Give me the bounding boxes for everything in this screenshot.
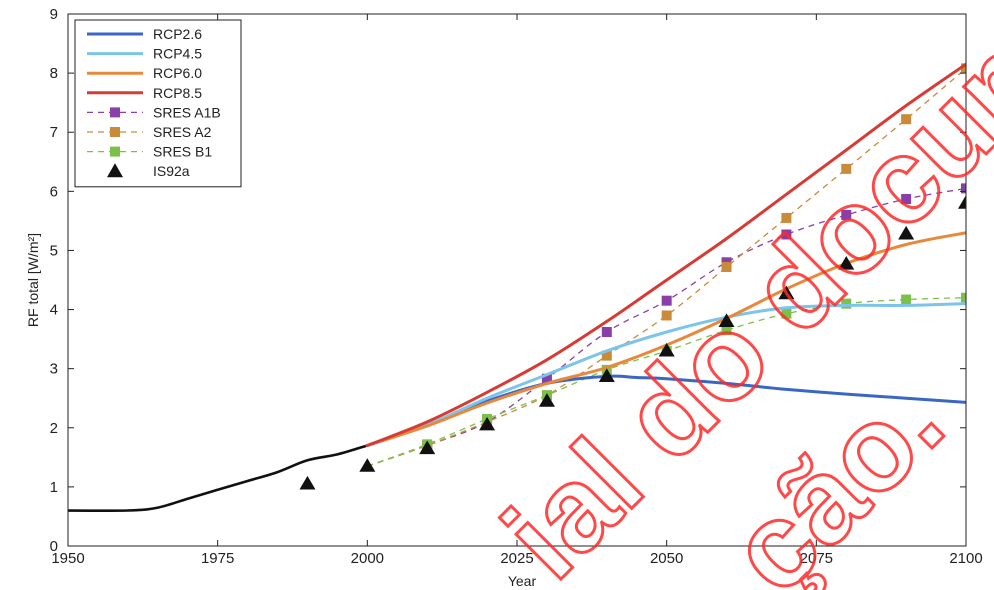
legend-item-rcp6-0: RCP6.0 — [87, 65, 202, 81]
series-line — [365, 302, 966, 447]
axis-ticks: 1950 1975 2000 2025 2050 2075 2100 0 1 2 3 4 5 6 7 8 9 — [50, 6, 983, 567]
series-is92a — [299, 195, 966, 490]
series-line — [367, 67, 966, 467]
y-tick-label: 8 — [50, 65, 58, 82]
data-point — [838, 256, 855, 270]
data-point — [901, 114, 912, 125]
legend-label: RCP2.6 — [153, 26, 202, 42]
legend-item-rcp2-6: RCP2.6 — [87, 26, 202, 42]
legend-item-sres-b1: SRES B1 — [87, 144, 212, 160]
x-axis-label: Year — [508, 573, 537, 589]
series-historical — [68, 444, 369, 513]
data-point — [901, 194, 912, 205]
data-point — [718, 313, 735, 327]
legend-label: SRES A2 — [153, 124, 212, 140]
legend-item-rcp8-5: RCP8.5 — [87, 85, 202, 101]
data-point — [661, 295, 672, 306]
legend-item-rcp4-5: RCP4.5 — [87, 46, 202, 62]
legend-marker — [110, 127, 120, 137]
series-rcp2-6 — [365, 374, 966, 447]
data-point — [721, 261, 732, 272]
data-point — [961, 292, 966, 303]
data-point — [781, 308, 792, 319]
data-point — [598, 368, 615, 382]
series-line — [365, 62, 966, 447]
legend-label: RCP6.0 — [153, 65, 202, 81]
series-rcp4-5 — [365, 302, 966, 447]
data-point — [958, 195, 966, 209]
y-tick-label: 5 — [50, 242, 58, 259]
data-point — [419, 440, 436, 455]
x-tick-label: 2025 — [500, 550, 533, 567]
data-point — [841, 209, 852, 220]
data-point — [781, 212, 792, 223]
y-tick-label: 4 — [50, 302, 58, 319]
data-point — [601, 327, 612, 338]
legend: RCP2.6 RCP4.5 RCP6.0 RCP8.5 SRES A1B SRES A2 S… — [74, 19, 242, 188]
data-point — [721, 325, 732, 336]
legend-label: RCP4.5 — [153, 46, 202, 62]
series-line — [367, 297, 966, 467]
data-point — [961, 183, 966, 194]
legend-marker — [110, 107, 120, 118]
legend-label: RCP8.5 — [153, 85, 202, 101]
y-tick-label: 1 — [50, 479, 58, 496]
y-tick-label: 7 — [50, 124, 58, 141]
series-rcp8-5 — [365, 62, 966, 447]
y-axis-label: RF total [W/m²] — [25, 233, 41, 327]
data-point — [961, 63, 966, 74]
data-point — [601, 350, 612, 361]
data-point — [538, 393, 555, 407]
x-tick-label: 1975 — [201, 550, 234, 567]
data-point — [359, 458, 376, 472]
data-point — [661, 310, 672, 321]
legend-item-sres-a1b: SRES A1B — [87, 104, 221, 120]
data-point — [541, 373, 552, 384]
data-point — [778, 285, 795, 300]
legend-marker — [110, 146, 120, 157]
legend-item-is92a: IS92a — [107, 163, 190, 179]
data-point — [479, 416, 496, 431]
legend-marker — [107, 163, 123, 178]
data-point — [841, 163, 852, 174]
x-tick-label: 2000 — [351, 550, 384, 567]
legend-box — [74, 19, 242, 188]
legend-label: IS92a — [153, 163, 190, 179]
data-point — [841, 298, 852, 309]
x-tick-label: 2050 — [650, 550, 683, 567]
legend-label: SRES B1 — [153, 144, 212, 160]
x-tick-label: 1950 — [51, 550, 84, 567]
y-tick-label: 9 — [50, 6, 58, 23]
data-point — [898, 225, 915, 240]
series-line — [68, 444, 369, 513]
series-line — [365, 374, 966, 447]
y-tick-label: 6 — [50, 183, 58, 200]
data-point — [781, 229, 792, 240]
plot-marks — [68, 62, 966, 513]
y-tick-label: 3 — [50, 361, 58, 378]
x-tick-label: 2100 — [949, 550, 982, 567]
y-tick-label: 0 — [50, 538, 58, 555]
data-point — [658, 342, 675, 357]
data-point — [901, 294, 912, 305]
legend-item-sres-a2: SRES A2 — [87, 124, 212, 140]
x-tick-label: 2075 — [800, 550, 833, 567]
legend-label: SRES A1B — [153, 104, 221, 120]
y-tick-label: 2 — [50, 420, 58, 437]
data-point — [299, 475, 316, 490]
